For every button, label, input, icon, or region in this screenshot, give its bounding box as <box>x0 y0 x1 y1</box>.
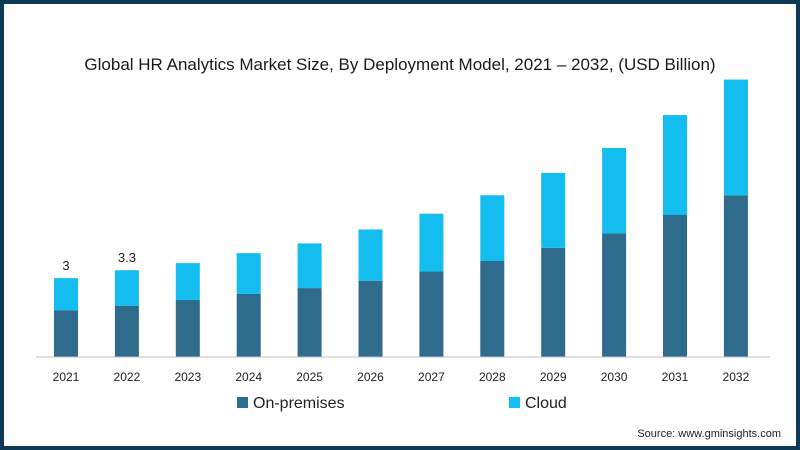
data-labels: 33.3 <box>62 250 136 273</box>
data-label-2022: 3.3 <box>118 250 136 265</box>
bar-on-premises-2028 <box>480 261 505 357</box>
x-tick-label-2026: 2026 <box>357 370 384 384</box>
legend: On-premises Cloud <box>237 395 567 412</box>
bars-group <box>54 79 748 357</box>
x-tick-label-2032: 2032 <box>723 370 750 384</box>
data-label-2021: 3 <box>62 258 69 273</box>
legend-label-on-premises: On-premises <box>253 395 345 412</box>
source-text: Source: www.gminsights.com <box>637 428 781 440</box>
x-tick-label-2030: 2030 <box>601 370 628 384</box>
bar-cloud-2026 <box>358 229 383 281</box>
bar-cloud-2031 <box>663 115 687 215</box>
legend-label-cloud: Cloud <box>525 395 567 412</box>
bar-cloud-2024 <box>236 253 261 294</box>
bar-on-premises-2025 <box>297 288 322 357</box>
x-tick-label-2031: 2031 <box>662 370 689 384</box>
x-tick-label-2028: 2028 <box>479 370 506 384</box>
bar-cloud-2030 <box>602 147 627 234</box>
bar-cloud-2029 <box>541 172 566 248</box>
bar-cloud-2027 <box>419 213 444 272</box>
bar-on-premises-2021 <box>54 310 78 357</box>
legend-swatch-cloud <box>509 397 520 408</box>
bar-on-premises-2027 <box>419 271 444 357</box>
bar-on-premises-2032 <box>723 195 748 357</box>
bar-cloud-2021 <box>54 278 78 311</box>
bar-cloud-2025 <box>297 243 322 289</box>
bar-on-premises-2023 <box>175 299 200 357</box>
bar-on-premises-2031 <box>663 215 687 357</box>
x-tick-label-2024: 2024 <box>235 370 262 384</box>
bar-on-premises-2026 <box>358 280 383 357</box>
chart-title: Global HR Analytics Market Size, By Depl… <box>84 55 715 74</box>
x-tick-label-2027: 2027 <box>418 370 445 384</box>
x-tick-label-2025: 2025 <box>296 370 323 384</box>
bar-on-premises-2030 <box>602 233 627 357</box>
bar-on-premises-2022 <box>114 305 139 357</box>
bar-cloud-2022 <box>114 270 139 306</box>
x-tick-labels: 2021 2022 2023 2024 2025 2026 2027 2028 2029 2030… <box>53 370 750 384</box>
legend-swatch-on-premises <box>237 397 248 408</box>
bar-cloud-2032 <box>723 79 748 196</box>
x-tick-label-2021: 2021 <box>53 370 80 384</box>
x-tick-label-2023: 2023 <box>174 370 201 384</box>
x-tick-label-2022: 2022 <box>114 370 141 384</box>
bar-cloud-2023 <box>175 263 200 300</box>
bar-cloud-2028 <box>480 195 505 262</box>
bar-on-premises-2024 <box>236 293 261 357</box>
bar-on-premises-2029 <box>541 247 566 357</box>
x-tick-label-2029: 2029 <box>540 370 567 384</box>
